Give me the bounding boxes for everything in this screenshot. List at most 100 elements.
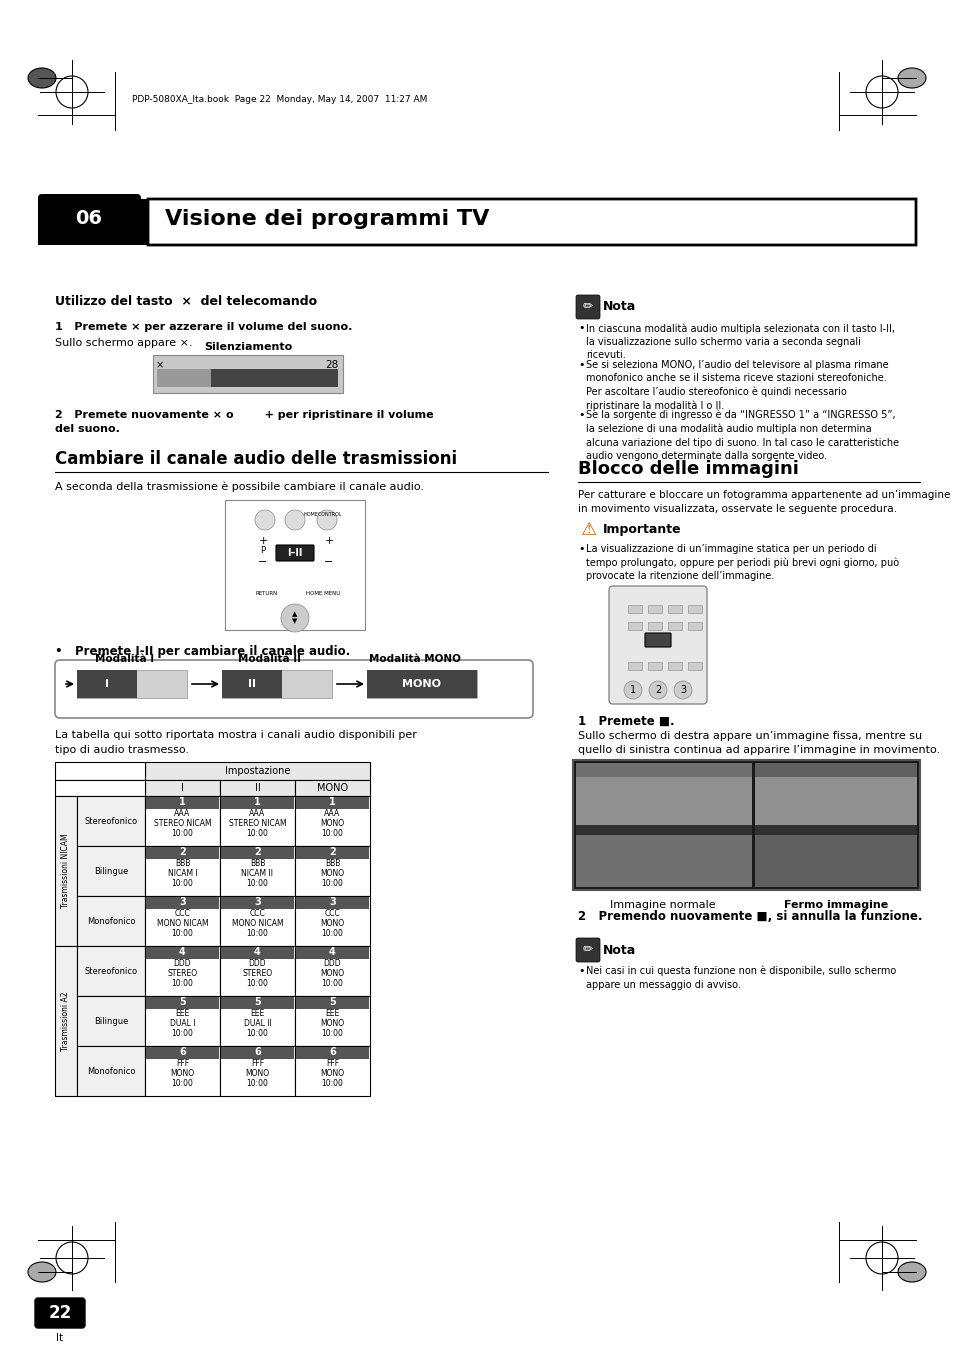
Bar [295, 997, 369, 1009]
Circle shape [673, 681, 691, 698]
Bar [687, 605, 701, 613]
Text: I: I [105, 680, 109, 689]
Text: Impostazione: Impostazione [225, 766, 290, 775]
Text: ⚠: ⚠ [579, 521, 596, 539]
Text: AAA: AAA [249, 808, 265, 817]
Text: 10:00: 10:00 [172, 828, 193, 838]
Text: 10:00: 10:00 [246, 828, 268, 838]
Text: 10:00: 10:00 [172, 978, 193, 988]
Text: ✏: ✏ [582, 943, 593, 957]
Text: CCC: CCC [174, 908, 191, 917]
Text: Stereofonico: Stereofonico [85, 816, 137, 825]
Text: MONO: MONO [316, 784, 348, 793]
Text: 5: 5 [253, 997, 260, 1006]
Bar [627, 621, 641, 630]
Text: 6: 6 [253, 1047, 260, 1056]
Bar [152, 355, 343, 393]
Bar [627, 605, 641, 613]
Circle shape [623, 681, 641, 698]
Text: 10:00: 10:00 [172, 928, 193, 938]
Text: del suono.: del suono. [55, 424, 120, 434]
Text: •: • [578, 966, 584, 975]
Bar [647, 662, 661, 670]
Bar [146, 797, 219, 809]
Bar [222, 670, 282, 698]
Text: BBB: BBB [174, 858, 190, 867]
Bar [55, 780, 145, 796]
Text: HOMECONTROL: HOMECONTROL [303, 512, 342, 517]
FancyBboxPatch shape [576, 938, 599, 962]
Bar [145, 780, 220, 796]
Text: DDD: DDD [173, 958, 192, 967]
Text: Se la sorgente di ingresso è da “INGRESSO 1” a “INGRESSO 5”,
la selezione di una: Se la sorgente di ingresso è da “INGRESS… [585, 409, 898, 461]
Text: Silenziamento: Silenziamento [204, 342, 292, 353]
Text: 2: 2 [654, 685, 660, 694]
Bar [77, 1046, 145, 1096]
Text: 1   Premete × per azzerare il volume del suono.: 1 Premete × per azzerare il volume del s… [55, 322, 352, 332]
Text: 2   Premendo nuovamente ■, si annulla la funzione.: 2 Premendo nuovamente ■, si annulla la f… [578, 911, 922, 923]
Text: 1   Premete ■.: 1 Premete ■. [578, 715, 674, 728]
Bar [157, 369, 211, 386]
Text: Monofonico: Monofonico [87, 1066, 135, 1075]
Text: 10:00: 10:00 [246, 978, 268, 988]
Text: RETURN: RETURN [255, 590, 278, 596]
Text: 4: 4 [253, 947, 260, 957]
Text: Bilingue: Bilingue [93, 1016, 128, 1025]
Bar [220, 780, 294, 796]
Text: Per catturare e bloccare un fotogramma appartenente ad un’immagine: Per catturare e bloccare un fotogramma a… [578, 490, 949, 500]
Text: AAA: AAA [174, 808, 191, 817]
Text: 10:00: 10:00 [321, 1028, 343, 1038]
Text: quello di sinistra continua ad apparire l’immagine in movimento.: quello di sinistra continua ad apparire … [578, 744, 939, 755]
Bar [754, 825, 916, 835]
Bar [146, 847, 219, 859]
Text: tipo di audio trasmesso.: tipo di audio trasmesso. [55, 744, 189, 755]
Text: 10:00: 10:00 [172, 1028, 193, 1038]
Ellipse shape [28, 68, 56, 88]
Bar [77, 670, 137, 698]
Bar [295, 897, 369, 909]
Text: BBB: BBB [324, 858, 340, 867]
Bar [221, 947, 294, 959]
Text: 2: 2 [329, 847, 335, 857]
Text: 06: 06 [75, 209, 102, 228]
Text: HOME MENU: HOME MENU [306, 590, 340, 596]
Bar [687, 662, 701, 670]
Bar [576, 777, 751, 831]
Text: STEREO NICAM: STEREO NICAM [153, 819, 212, 828]
Bar [145, 796, 220, 846]
Text: 10:00: 10:00 [321, 928, 343, 938]
Text: 10:00: 10:00 [246, 1028, 268, 1038]
Bar [687, 621, 701, 630]
Text: Visione dei programmi TV: Visione dei programmi TV [165, 209, 489, 230]
Text: 6: 6 [329, 1047, 335, 1056]
Text: 28: 28 [325, 359, 338, 370]
Bar [754, 777, 916, 831]
Bar [367, 670, 476, 698]
Text: Blocco delle immagini: Blocco delle immagini [578, 459, 798, 478]
Text: FFF: FFF [175, 1058, 189, 1067]
Text: Fermo immagine: Fermo immagine [783, 900, 887, 911]
Text: DDD: DDD [249, 958, 266, 967]
Text: DUAL II: DUAL II [243, 1019, 271, 1028]
Text: PDP-5080XA_Ita.book  Page 22  Monday, May 14, 2007  11:27 AM: PDP-5080XA_Ita.book Page 22 Monday, May … [132, 96, 427, 104]
Bar [647, 605, 661, 613]
Text: 10:00: 10:00 [321, 828, 343, 838]
Bar [294, 846, 370, 896]
Bar [627, 662, 641, 670]
Bar [77, 946, 145, 996]
Bar [55, 946, 77, 1096]
Bar [576, 825, 751, 835]
Bar [220, 846, 294, 896]
Text: 3: 3 [179, 897, 186, 907]
Text: MONO: MONO [320, 819, 344, 828]
Bar [222, 670, 332, 698]
Text: Bilingue: Bilingue [93, 866, 128, 875]
Text: Sullo schermo di destra appare un’immagine fissa, mentre su: Sullo schermo di destra appare un’immagi… [578, 731, 922, 740]
Bar [754, 763, 916, 888]
Bar [220, 946, 294, 996]
Circle shape [254, 509, 274, 530]
Bar [294, 780, 370, 796]
Text: 1: 1 [253, 797, 260, 807]
Text: MONO: MONO [320, 869, 344, 878]
Text: 10:00: 10:00 [172, 1078, 193, 1088]
